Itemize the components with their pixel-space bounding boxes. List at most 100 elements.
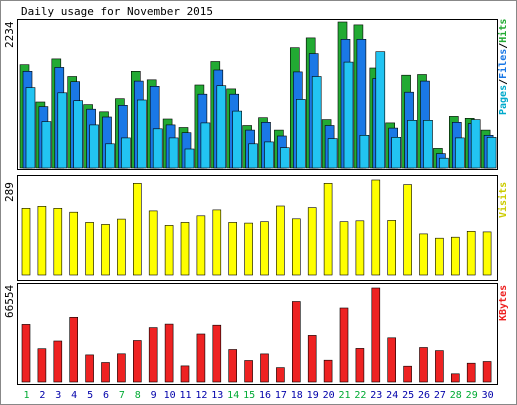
pages-bar	[454, 137, 465, 169]
pages-bar	[439, 157, 449, 169]
kbytes-bar	[435, 350, 444, 383]
chart-title: Daily usage for November 2015	[21, 5, 213, 18]
pages-bar	[168, 137, 179, 169]
visits-bar	[291, 218, 301, 276]
visits-bar	[419, 233, 428, 276]
visits-bar	[117, 218, 126, 276]
visits-bar	[435, 237, 444, 276]
kbytes-bar	[387, 337, 397, 383]
kbytes-bar	[307, 335, 317, 383]
pages-bar	[264, 141, 274, 169]
day-label: 22	[354, 390, 366, 401]
kbytes-bar	[339, 307, 349, 383]
day-label: 29	[466, 390, 478, 401]
visits-bar	[133, 183, 142, 276]
visits-bar	[69, 211, 78, 276]
day-label: 19	[307, 390, 319, 401]
pages-bar	[280, 147, 290, 169]
pages-bar	[41, 121, 52, 169]
kbytes-bar	[117, 353, 126, 383]
kbytes-bar	[228, 349, 237, 383]
hits-legend: Hits	[497, 19, 509, 43]
kbytes-bar	[101, 362, 110, 383]
visits-bar	[482, 231, 492, 276]
visits-bar	[101, 224, 110, 276]
hits-panel-frame	[17, 19, 498, 170]
pages-bar	[311, 76, 322, 169]
pages-bar	[73, 100, 83, 169]
day-label: 14	[227, 390, 239, 401]
pages-bar	[57, 92, 68, 169]
pages-bar	[25, 87, 36, 169]
kbytes-bar	[37, 348, 47, 383]
kbytes-bar	[419, 347, 428, 383]
kbytes-panel-frame	[17, 283, 498, 385]
kbytes-bar	[148, 327, 158, 383]
visits-bar	[466, 231, 476, 276]
visits-bar	[228, 222, 237, 276]
pages-bar	[295, 99, 306, 169]
kbytes-bar	[260, 353, 269, 383]
visits-bar	[196, 215, 206, 276]
kbytes-panel: 66554 KBytes	[3, 283, 509, 385]
pages-bar	[407, 120, 417, 169]
day-label: 26	[418, 390, 430, 401]
day-label: 6	[103, 390, 109, 401]
kbytes-bar	[196, 333, 206, 383]
day-labels: 1 2 3 4 5 6 7 8 9 10 11 12 13 14 15 16 17 18 19 20 21 22 23 24 2…	[23, 390, 493, 401]
visits-bar	[148, 210, 158, 276]
kbytes-bar	[466, 362, 476, 383]
day-label: 8	[135, 390, 141, 401]
pages-bar	[105, 143, 115, 169]
pages-bar	[152, 128, 163, 169]
day-label: 17	[275, 390, 287, 401]
pages-bar	[343, 61, 354, 169]
day-label: 27	[434, 390, 446, 401]
visits-bar	[180, 222, 190, 276]
pages-bar	[184, 148, 195, 169]
hits-series-label: Pages/Files/Hits	[497, 19, 509, 115]
day-label: 12	[195, 390, 207, 401]
pages-bar	[423, 120, 433, 169]
visits-bar	[323, 183, 333, 276]
day-label: 24	[386, 390, 398, 401]
day-label: 16	[259, 390, 271, 401]
visits-bar	[403, 184, 412, 276]
visits-series-label: Visits	[497, 182, 509, 218]
day-label: 10	[164, 390, 176, 401]
visits-bar	[164, 225, 174, 276]
visits-bar	[339, 221, 349, 276]
pages-bar	[137, 99, 147, 169]
pages-bar	[327, 138, 338, 169]
day-label: 25	[402, 390, 414, 401]
visits-bar	[371, 179, 381, 276]
visits-bar	[21, 208, 31, 276]
visits-bar	[53, 208, 63, 276]
day-label: 11	[179, 390, 191, 401]
legend-separator: /	[498, 43, 509, 49]
pages-bar	[486, 137, 497, 169]
day-label: 23	[370, 390, 382, 401]
visits-bar	[85, 222, 94, 276]
pages-bar	[232, 110, 242, 169]
kbytes-bar	[244, 360, 253, 383]
visits-bar	[244, 222, 253, 276]
day-label: 9	[151, 390, 157, 401]
legend-separator: /	[498, 79, 509, 85]
pages-bar	[359, 135, 370, 169]
kbytes-bar	[450, 373, 460, 383]
pages-bar	[121, 137, 131, 169]
visits-panel: 289 Visits	[3, 175, 509, 281]
visits-panel-frame	[17, 175, 498, 281]
pages-bar	[248, 143, 258, 169]
visits-bar	[307, 207, 317, 276]
day-label: 2	[39, 390, 45, 401]
day-label: 30	[482, 390, 494, 401]
visits-bar	[387, 220, 397, 276]
day-label: 15	[243, 390, 255, 401]
day-label: 21	[338, 390, 350, 401]
kbytes-bar	[53, 340, 63, 383]
kbytes-bar	[323, 359, 333, 383]
day-label: 20	[323, 390, 335, 401]
